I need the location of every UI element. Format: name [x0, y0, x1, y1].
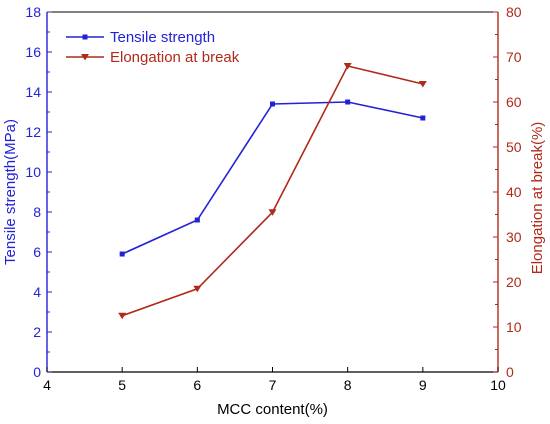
data-point-tensile-strength	[119, 251, 125, 257]
data-point-tensile-strength	[420, 115, 426, 121]
legend-marker-elongation-at-break	[81, 54, 89, 61]
data-point-elongation-at-break	[193, 285, 202, 293]
y-left-tick-label: 12	[25, 124, 41, 140]
y-left-tick-label: 10	[25, 164, 41, 180]
legend-label-tensile-strength: Tensile strength	[110, 29, 215, 46]
y-axis-left-title: Tensile strength(MPa)	[2, 119, 19, 265]
y-right-tick-label: 40	[506, 184, 522, 200]
y-right-tick-label: 80	[506, 4, 522, 20]
legend-label-elongation-at-break: Elongation at break	[110, 49, 240, 66]
x-tick-label: 4	[43, 377, 51, 393]
series-line-tensile-strength	[121, 101, 423, 255]
y-left-tick-label: 6	[33, 244, 41, 260]
legend: Tensile strength Elongation at break	[66, 29, 240, 66]
y-right-tick-label: 10	[506, 319, 522, 335]
legend-marker-tensile-strength	[82, 34, 88, 40]
x-tick-label: 6	[193, 377, 201, 393]
data-point-elongation-at-break	[343, 63, 352, 70]
y-right-tick-label: 60	[506, 94, 522, 110]
y-axis-right-title: Elongation at break(%)	[529, 122, 546, 275]
y-left-tick-label: 2	[33, 324, 41, 340]
y-right-tick-label: 50	[506, 139, 522, 155]
y-right-tick-label: 0	[506, 364, 514, 380]
y-right-tick-label: 20	[506, 274, 522, 290]
data-point-elongation-at-break	[418, 81, 427, 88]
y-left-tick-label: 16	[25, 44, 41, 60]
y-left-tick-label: 8	[33, 204, 41, 220]
x-tick-label: 9	[419, 377, 427, 393]
x-tick-label: 8	[344, 377, 352, 393]
y-right-tick-label: 70	[506, 49, 522, 65]
x-tick-label: 10	[490, 377, 506, 393]
series-group	[118, 63, 427, 320]
y-left-tick-label: 4	[33, 284, 41, 300]
data-point-tensile-strength	[194, 217, 200, 223]
data-point-tensile-strength	[270, 101, 275, 107]
y-right-tick-label: 30	[506, 229, 522, 245]
data-point-tensile-strength	[345, 99, 351, 105]
x-axis-title: MCC content(%)	[217, 401, 328, 418]
y-left-tick-label: 18	[25, 4, 41, 20]
x-tick-label: 7	[269, 377, 277, 393]
data-point-elongation-at-break	[268, 209, 277, 216]
y-left-tick-label: 0	[33, 364, 41, 380]
y-left-tick-label: 14	[25, 84, 41, 100]
x-tick-label: 5	[118, 377, 126, 393]
data-point-elongation-at-break	[118, 312, 127, 320]
